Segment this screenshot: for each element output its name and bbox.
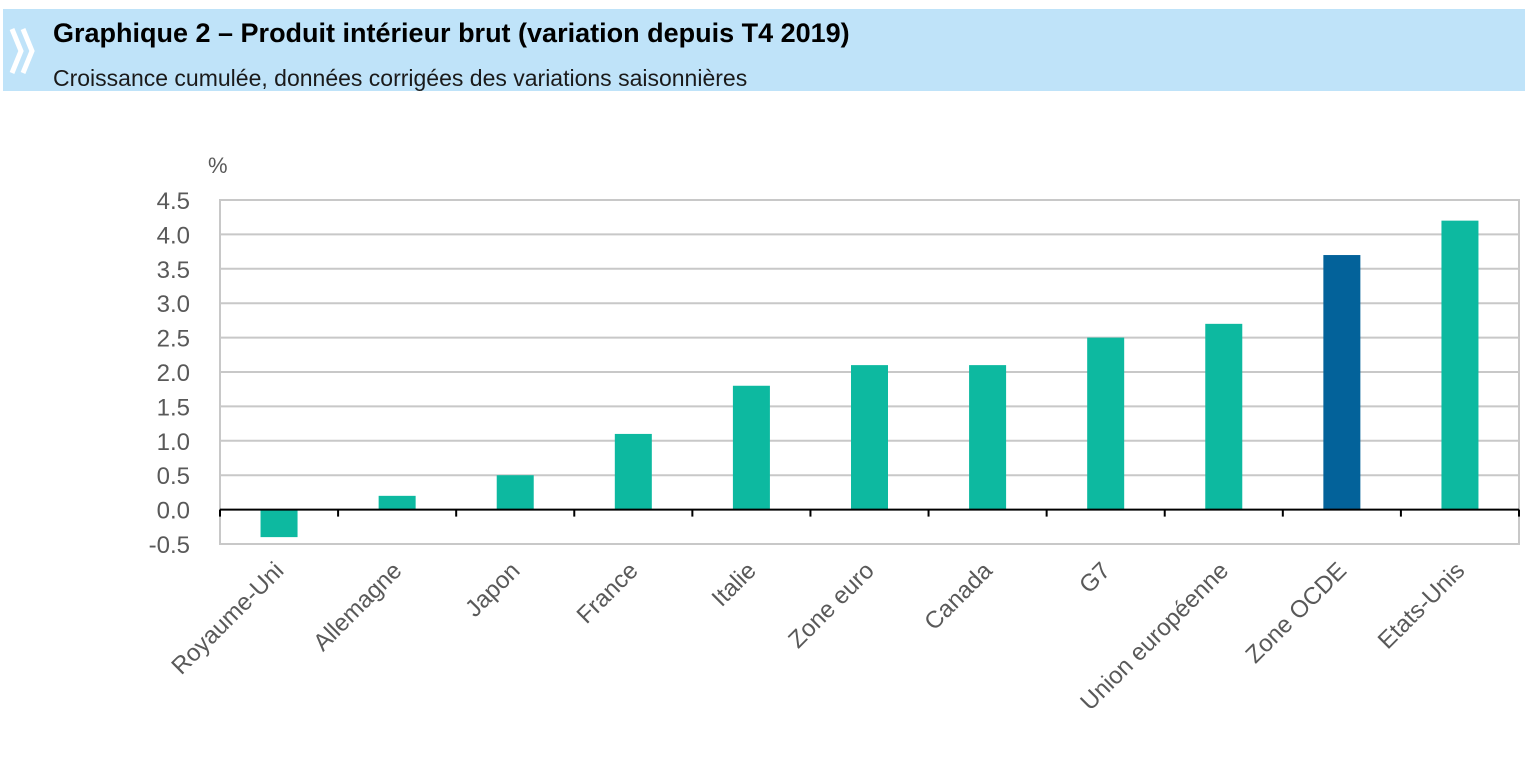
- y-tick-label: 2.5: [157, 326, 190, 353]
- bar: [496, 475, 534, 510]
- y-tick-label: -0.5: [149, 532, 190, 559]
- bar: [732, 385, 770, 510]
- bar: [614, 433, 652, 510]
- category-label: G7: [1074, 557, 1116, 599]
- bar: [1441, 220, 1479, 510]
- y-tick-label: 0.5: [157, 463, 190, 490]
- y-tick-label: 3.0: [157, 291, 190, 318]
- bar: [969, 365, 1007, 510]
- category-label: Italie: [707, 557, 762, 612]
- y-tick-label: 4.0: [157, 222, 190, 249]
- bar: [378, 495, 416, 510]
- y-axis-unit: %: [208, 153, 228, 178]
- bar: [851, 365, 888, 510]
- y-tick-label: 1.5: [157, 394, 190, 421]
- category-label: Royaume-Uni: [166, 557, 289, 680]
- category-label: Canada: [919, 557, 998, 636]
- plot-frame: [219, 199, 1520, 545]
- category-label: France: [572, 557, 644, 629]
- y-tick-label: 1.0: [157, 429, 190, 456]
- category-label: Allemagne: [308, 557, 407, 656]
- y-tick-label: 2.0: [157, 360, 190, 387]
- y-tick-label: 4.5: [157, 188, 190, 215]
- double-chevron-right-icon: [9, 28, 35, 74]
- bar: [260, 509, 298, 538]
- category-label: Zone OCDE: [1241, 557, 1353, 669]
- chart-header: Graphique 2 – Produit intérieur brut (va…: [3, 9, 1525, 91]
- bar: [1087, 337, 1125, 510]
- category-label: Etats-Unis: [1373, 557, 1470, 654]
- category-label: Zone euro: [783, 557, 879, 653]
- chart-title: Graphique 2 – Produit intérieur brut (va…: [53, 18, 850, 48]
- bar: [1323, 255, 1361, 510]
- chart-subtitle: Croissance cumulée, données corrigées de…: [53, 65, 748, 91]
- y-tick-label: 3.5: [157, 257, 190, 284]
- category-label: Japon: [460, 557, 525, 622]
- bar: [1205, 323, 1243, 510]
- y-tick-label: 0.0: [157, 498, 190, 525]
